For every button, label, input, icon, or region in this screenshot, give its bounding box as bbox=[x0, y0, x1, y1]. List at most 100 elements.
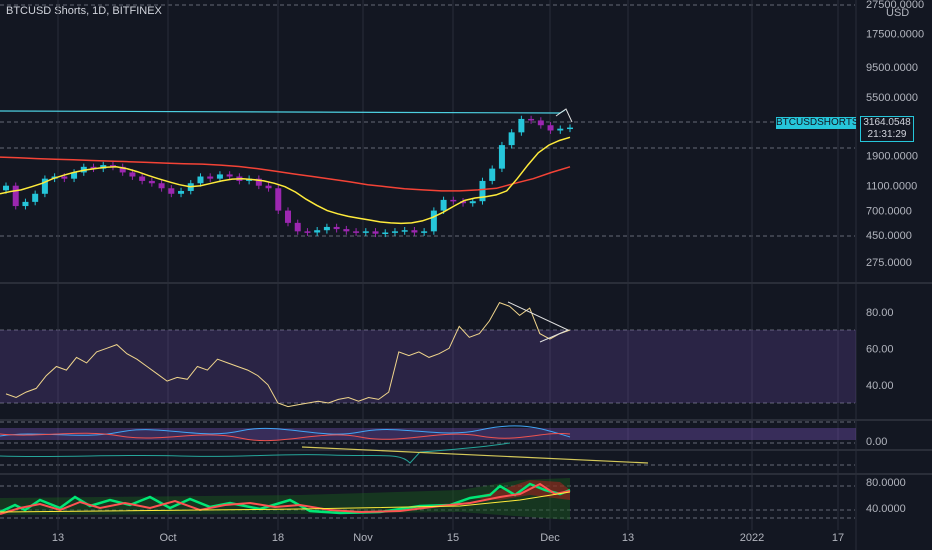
price-tick-label: 275.0000 bbox=[866, 257, 912, 269]
candle-body bbox=[557, 128, 564, 131]
candle-body bbox=[508, 132, 515, 146]
candle-body bbox=[343, 229, 350, 232]
candle-body bbox=[547, 125, 554, 131]
candle-body bbox=[3, 185, 9, 191]
last-price-countdown: 21:31:29 bbox=[867, 129, 907, 140]
grid-lines bbox=[0, 4, 855, 519]
candle-body bbox=[469, 201, 476, 204]
time-tick-label: Dec bbox=[540, 532, 560, 544]
osc-ticks: 0.00 bbox=[866, 436, 887, 448]
time-tick-label: 17 bbox=[832, 532, 844, 544]
vertical-grid bbox=[57, 0, 839, 530]
candle-body bbox=[391, 231, 398, 233]
candle-body bbox=[421, 231, 428, 233]
price-tick-label: 5500.0000 bbox=[866, 92, 918, 104]
resistance-tip bbox=[555, 108, 573, 123]
candle-body bbox=[333, 226, 340, 230]
time-tick-label: 2022 bbox=[740, 532, 764, 544]
candle-body bbox=[489, 168, 496, 181]
rsi-tick-label: 60.00 bbox=[866, 343, 894, 355]
price-tick-label: 450.0000 bbox=[866, 230, 912, 242]
candle-body bbox=[479, 180, 486, 202]
bands-tick-label: 40.0000 bbox=[866, 503, 906, 515]
candle-body bbox=[158, 183, 165, 189]
candle-body bbox=[148, 180, 155, 184]
candle-body bbox=[178, 190, 185, 194]
candle-body bbox=[109, 165, 116, 167]
candle-body bbox=[537, 120, 544, 126]
rsi-ticks: 80.00 60.00 40.00 bbox=[866, 307, 894, 392]
candle-body bbox=[139, 176, 146, 181]
bands-red-line bbox=[0, 482, 571, 515]
time-ticks: 13 Oct 18 Nov 15 Dec 13 2022 17 bbox=[52, 532, 844, 544]
price-tick-label: 1900.0000 bbox=[866, 151, 918, 163]
price-axis-unit: USD bbox=[886, 7, 909, 19]
ma-slow-line bbox=[0, 156, 571, 192]
time-tick-label: 15 bbox=[447, 532, 459, 544]
rsi-line bbox=[5, 301, 571, 408]
candle-body bbox=[22, 201, 29, 207]
osc-trend-line bbox=[301, 446, 649, 464]
price-ticks: 17500.0000 9500.0000 5500.0000 1900.0000 110… bbox=[866, 28, 924, 269]
rsi-triangle bbox=[507, 301, 570, 343]
candle-body bbox=[119, 166, 126, 173]
candle-body bbox=[304, 231, 311, 233]
resistance-line bbox=[0, 109, 566, 114]
candle-body bbox=[168, 188, 175, 194]
candle-body bbox=[440, 199, 447, 211]
candle-body bbox=[197, 176, 204, 184]
candle-body bbox=[401, 230, 408, 232]
osc-band bbox=[0, 428, 856, 440]
candle-body bbox=[32, 193, 39, 202]
last-price-name: BTCUSDSHORTS bbox=[776, 117, 859, 129]
bands-ticks: 80.0000 40.0000 bbox=[866, 477, 906, 515]
bands-yellow-line bbox=[0, 491, 571, 513]
candle-body bbox=[314, 230, 321, 233]
candle-body bbox=[275, 188, 282, 211]
rsi-tick-label: 40.00 bbox=[866, 380, 894, 392]
osc-red-line bbox=[0, 432, 571, 442]
candle-body bbox=[518, 118, 525, 133]
candle-body bbox=[41, 178, 48, 194]
price-tick-label: 17500.0000 bbox=[866, 28, 924, 40]
candle-body bbox=[216, 174, 223, 179]
candle-body bbox=[226, 174, 233, 177]
candle-body bbox=[90, 166, 97, 169]
candle-body bbox=[71, 172, 78, 179]
osc-teal-line bbox=[0, 442, 511, 464]
time-tick-label: Oct bbox=[159, 532, 176, 544]
candle-body bbox=[61, 176, 68, 179]
candle-body bbox=[382, 232, 389, 235]
candle-body bbox=[460, 201, 467, 204]
price-tick-label: 1100.0000 bbox=[866, 181, 917, 193]
candles bbox=[3, 115, 573, 238]
candle-body bbox=[255, 178, 262, 186]
candle-body bbox=[411, 230, 418, 233]
time-tick-label: 13 bbox=[622, 532, 634, 544]
candle-body bbox=[362, 231, 369, 233]
candle-body bbox=[12, 185, 19, 207]
price-tick-top: 27500.0000 bbox=[866, 0, 924, 11]
time-tick-label: Nov bbox=[353, 532, 373, 544]
last-price-tag: 3164.0548 21:31:29 bbox=[860, 116, 914, 142]
price-tick-label: 9500.0000 bbox=[866, 62, 918, 74]
price-tick-label: 700.0000 bbox=[866, 206, 912, 218]
candle-body bbox=[372, 231, 379, 234]
candle-body bbox=[528, 118, 535, 121]
pane-separators bbox=[0, 282, 932, 475]
time-tick-label: 18 bbox=[272, 532, 284, 544]
bands-tick-label: 80.0000 bbox=[866, 477, 906, 489]
candle-body bbox=[207, 176, 214, 179]
time-tick-label: 13 bbox=[52, 532, 64, 544]
ma-fast-line bbox=[0, 136, 571, 225]
candle-body bbox=[294, 222, 301, 232]
last-price-value: 3164.0548 bbox=[863, 117, 911, 128]
chart-title: BTCUSD Shorts, 1D, BITFINEX bbox=[6, 5, 162, 17]
candle-body bbox=[430, 210, 437, 232]
rsi-band bbox=[0, 330, 856, 403]
candle-body bbox=[498, 145, 505, 169]
candle-body bbox=[285, 210, 291, 223]
candle-body bbox=[567, 127, 573, 130]
bands-area bbox=[0, 478, 570, 520]
